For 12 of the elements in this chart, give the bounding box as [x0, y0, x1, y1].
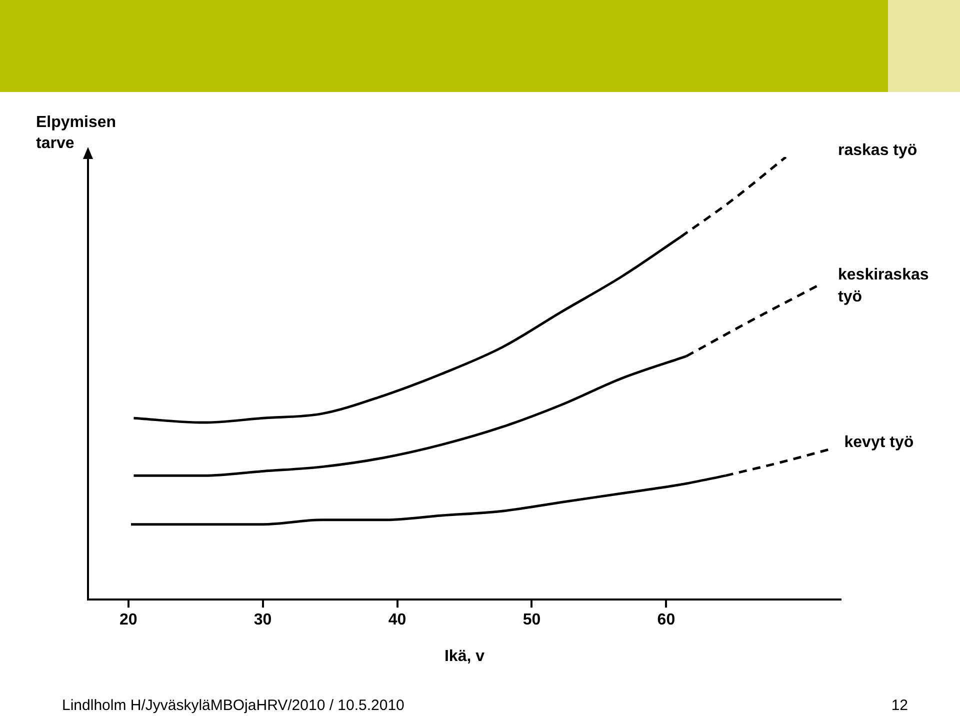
text: Lindlholm H/JyväskyläMBOjaHRV/2010 / 10.5.2010: [62, 697, 404, 714]
x-tick-label: 40: [388, 612, 406, 629]
x-tick-label: 50: [522, 612, 541, 629]
y-axis-title: Elpymisen tarve: [36, 113, 118, 154]
x-tick-label: 30: [254, 612, 272, 629]
text: kevyt työ: [844, 434, 914, 452]
x-tick-label: 20: [119, 612, 138, 629]
x-tick-label: 60: [657, 612, 676, 629]
text: raskas työ: [838, 142, 918, 159]
x-axis-title: Ikä, v: [444, 648, 485, 665]
text: keskiraskas työ: [838, 266, 929, 306]
text: 12: [891, 697, 908, 714]
